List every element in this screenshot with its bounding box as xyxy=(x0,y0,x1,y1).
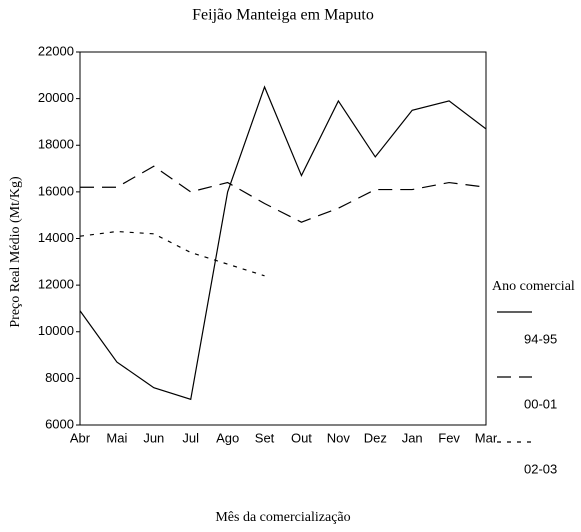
series-line xyxy=(79,230,265,277)
x-tick-label: Abr xyxy=(70,430,91,445)
x-tick-label: Mar xyxy=(475,430,498,445)
x-axis-label: Mês da comercialização xyxy=(215,510,350,525)
x-tick-label: Mai xyxy=(106,430,127,445)
x-tick-label: Fev xyxy=(438,430,460,445)
legend-label: 94-95 xyxy=(524,331,557,346)
x-tick-label: Jun xyxy=(143,430,164,445)
y-tick-label: 18000 xyxy=(38,137,74,152)
y-tick-label: 16000 xyxy=(38,183,74,198)
y-axis-label: Preço Real Médio (Mt/Kg) xyxy=(8,176,23,328)
y-tick-label: 10000 xyxy=(38,323,74,338)
legend-label: 00-01 xyxy=(524,396,557,411)
y-tick-label: 20000 xyxy=(38,90,74,105)
y-tick-label: 14000 xyxy=(38,230,74,245)
y-tick-label: 8000 xyxy=(45,370,74,385)
x-tick-label: Dez xyxy=(364,430,387,445)
y-tick-label: 22000 xyxy=(38,43,74,58)
series-line xyxy=(80,165,487,223)
x-tick-label: Set xyxy=(255,430,275,445)
x-tick-label: Jan xyxy=(402,430,423,445)
x-tick-label: Out xyxy=(291,430,312,445)
legend-label: 02-03 xyxy=(524,461,557,476)
chart-title: Feijão Manteiga em Maputo xyxy=(192,7,374,24)
y-tick-label: 6000 xyxy=(45,416,74,431)
x-tick-label: Jul xyxy=(182,430,199,445)
legend-title: Ano comercial xyxy=(492,279,575,294)
series-line xyxy=(79,85,487,401)
x-tick-label: Ago xyxy=(216,430,239,445)
x-tick-label: Nov xyxy=(327,430,351,445)
y-tick-label: 12000 xyxy=(38,277,74,292)
plot-frame xyxy=(79,51,487,426)
